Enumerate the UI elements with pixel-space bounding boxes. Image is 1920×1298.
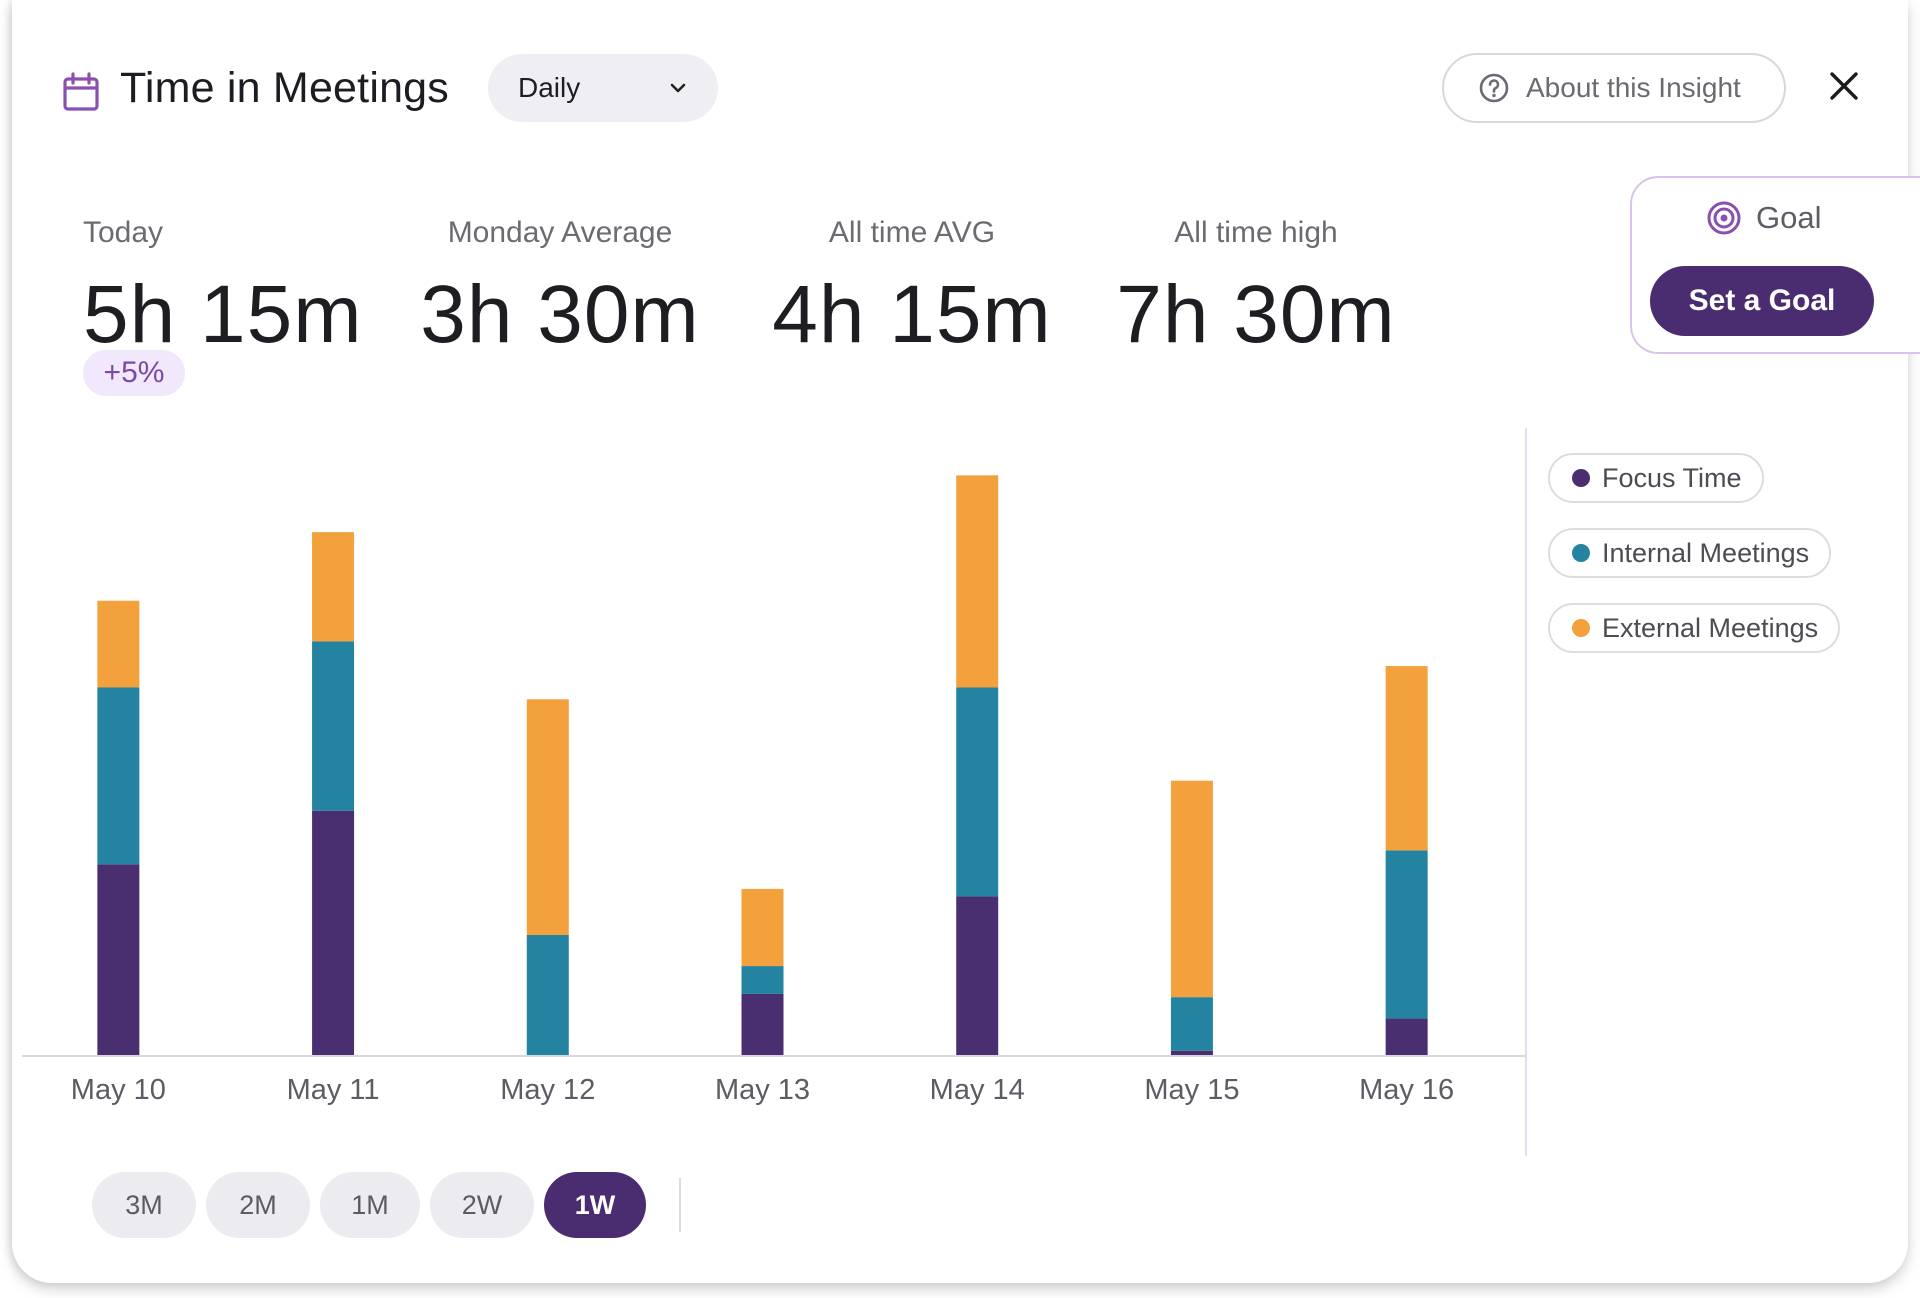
stat-value: 7h 30m	[1116, 269, 1396, 360]
period-select-value: Daily	[518, 72, 581, 103]
range-button-2w[interactable]: 2W	[430, 1172, 534, 1238]
stat-label: All time high	[1174, 216, 1338, 249]
stat-value: 3h 30m	[420, 269, 700, 360]
change-badge: +5%	[83, 350, 185, 396]
legend-dot	[1572, 469, 1590, 487]
legend-label: External Meetings	[1602, 612, 1819, 643]
about-insight-button[interactable]: About this Insight	[1442, 53, 1786, 123]
period-select[interactable]: Daily	[488, 54, 718, 122]
stat-monday-average: Monday Average 3h 30m	[410, 216, 710, 362]
about-insight-label: About this Insight	[1526, 72, 1741, 103]
legend-dot	[1572, 544, 1590, 562]
stat-all-time-avg: All time AVG 4h 15m	[762, 216, 1062, 362]
stat-today: Today 5h 15m	[83, 216, 363, 362]
stat-label: Monday Average	[447, 216, 673, 249]
goal-header: Goal	[1706, 200, 1821, 236]
legend-dot	[1572, 619, 1590, 637]
page-title: Time in Meetings	[120, 64, 449, 112]
stat-label: Today	[83, 216, 164, 249]
legend-item-focus-time[interactable]: Focus Time	[1548, 453, 1764, 503]
help-circle-icon	[1479, 73, 1509, 103]
legend-label: Internal Meetings	[1602, 537, 1810, 568]
stat-value: 4h 15m	[772, 269, 1052, 360]
range-button-3m[interactable]: 3M	[92, 1172, 196, 1238]
legend-item-internal-meetings[interactable]: Internal Meetings	[1548, 528, 1832, 578]
legend-label: Focus Time	[1602, 462, 1742, 493]
range-button-1w[interactable]: 1W	[544, 1172, 646, 1238]
range-button-2m[interactable]: 2M	[206, 1172, 310, 1238]
goal-label: Goal	[1756, 200, 1822, 235]
set-goal-button[interactable]: Set a Goal	[1650, 266, 1874, 336]
stat-value: 5h 15m	[83, 269, 363, 360]
stat-all-time-high: All time high 7h 30m	[1106, 216, 1406, 362]
range-button-1m[interactable]: 1M	[320, 1172, 420, 1238]
calendar-icon	[63, 72, 99, 111]
goal-panel: Goal Set a Goal	[1630, 176, 1920, 354]
chevron-down-icon	[670, 83, 686, 93]
target-icon	[1707, 201, 1741, 235]
legend-item-external-meetings[interactable]: External Meetings	[1548, 603, 1841, 653]
range-divider	[679, 1178, 681, 1232]
stat-label: All time AVG	[828, 216, 996, 249]
close-icon[interactable]	[1824, 66, 1864, 106]
chart-divider	[1525, 428, 1527, 1156]
